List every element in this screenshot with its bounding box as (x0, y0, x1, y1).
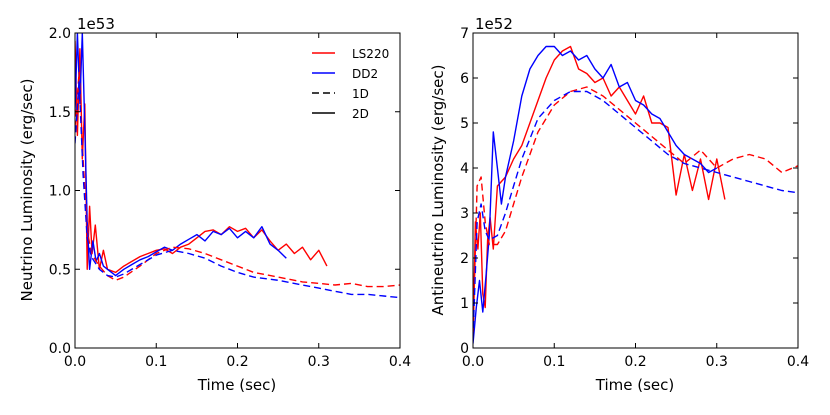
plot-frame-antineutrino (472, 32, 799, 349)
x-tick-label: 0.2 (226, 354, 248, 370)
neutrino-luminosity-chart: 0.0 0.1 0.2 0.3 0.4 0.0 0.5 1.0 1.5 2.0 1e53 Time… (18, 15, 411, 394)
y-tick-label: 1 (460, 296, 469, 312)
y-tick-label: 2 (460, 251, 469, 267)
x-tick-label: 0.0 (64, 354, 86, 370)
y-tick-label: 5 (460, 116, 469, 132)
x-axis-label-neutrino: Time (sec) (197, 376, 276, 394)
y-tick-label: 0 (460, 341, 469, 357)
x-tick-label: 0.2 (624, 354, 646, 370)
series-layer-antineutrino (473, 45, 798, 344)
y-tick-label: 2.0 (49, 26, 71, 42)
x-tick-label: 0.0 (462, 354, 484, 370)
series-line-dd2-2d (75, 33, 287, 277)
x-tick-label: 0.3 (308, 354, 330, 370)
series-layer-neutrino (75, 33, 400, 299)
legend-label-1d: 1D (352, 87, 369, 101)
y-tick-label: 1.0 (49, 184, 71, 200)
legend-label-ls220: LS220 (352, 47, 389, 61)
offset-label-neutrino: 1e53 (77, 15, 115, 33)
y-tick-label: 0.5 (49, 262, 71, 278)
y-tick-label: 0.0 (49, 341, 71, 357)
x-tick-label: 0.4 (389, 354, 411, 370)
series-line-ls220-1d (473, 86, 798, 335)
y-tick-label: 3 (460, 206, 469, 222)
y-tick-label: 7 (460, 26, 469, 42)
series-line-dd2-1d (473, 90, 798, 340)
x-tick-label: 0.1 (543, 354, 565, 370)
y-tick-label: 6 (460, 71, 469, 87)
x-tick-label: 0.3 (706, 354, 728, 370)
legend-label-dd2: DD2 (352, 67, 378, 81)
legend-label-2d: 2D (352, 107, 369, 121)
series-line-dd2-2d (473, 45, 718, 344)
offset-label-antineutrino: 1e52 (475, 15, 513, 33)
tick-layer-neutrino: 0.0 0.1 0.2 0.3 0.4 0.0 0.5 1.0 1.5 2.0 (49, 26, 411, 370)
y-tick-label: 1.5 (49, 105, 71, 121)
x-axis-label-antineutrino: Time (sec) (595, 376, 674, 394)
tick-layer-antineutrino: 0.0 0.1 0.2 0.3 0.4 0 1 2 3 4 5 6 7 (460, 26, 809, 370)
y-axis-label-antineutrino: Antineutrino Luminosity (erg/sec) (429, 64, 447, 315)
legend: LS220 DD2 1D 2D (312, 47, 389, 121)
series-line-ls220-2d (75, 40, 328, 274)
series-line-ls220-2d (473, 45, 726, 340)
y-tick-label: 4 (460, 161, 469, 177)
series-line-dd2-1d (75, 79, 400, 299)
x-tick-label: 0.1 (145, 354, 167, 370)
x-tick-label: 0.4 (787, 354, 809, 370)
y-axis-label-neutrino: Neutrino Luminosity (erg/sec) (18, 79, 36, 302)
series-line-ls220-1d (75, 71, 400, 288)
